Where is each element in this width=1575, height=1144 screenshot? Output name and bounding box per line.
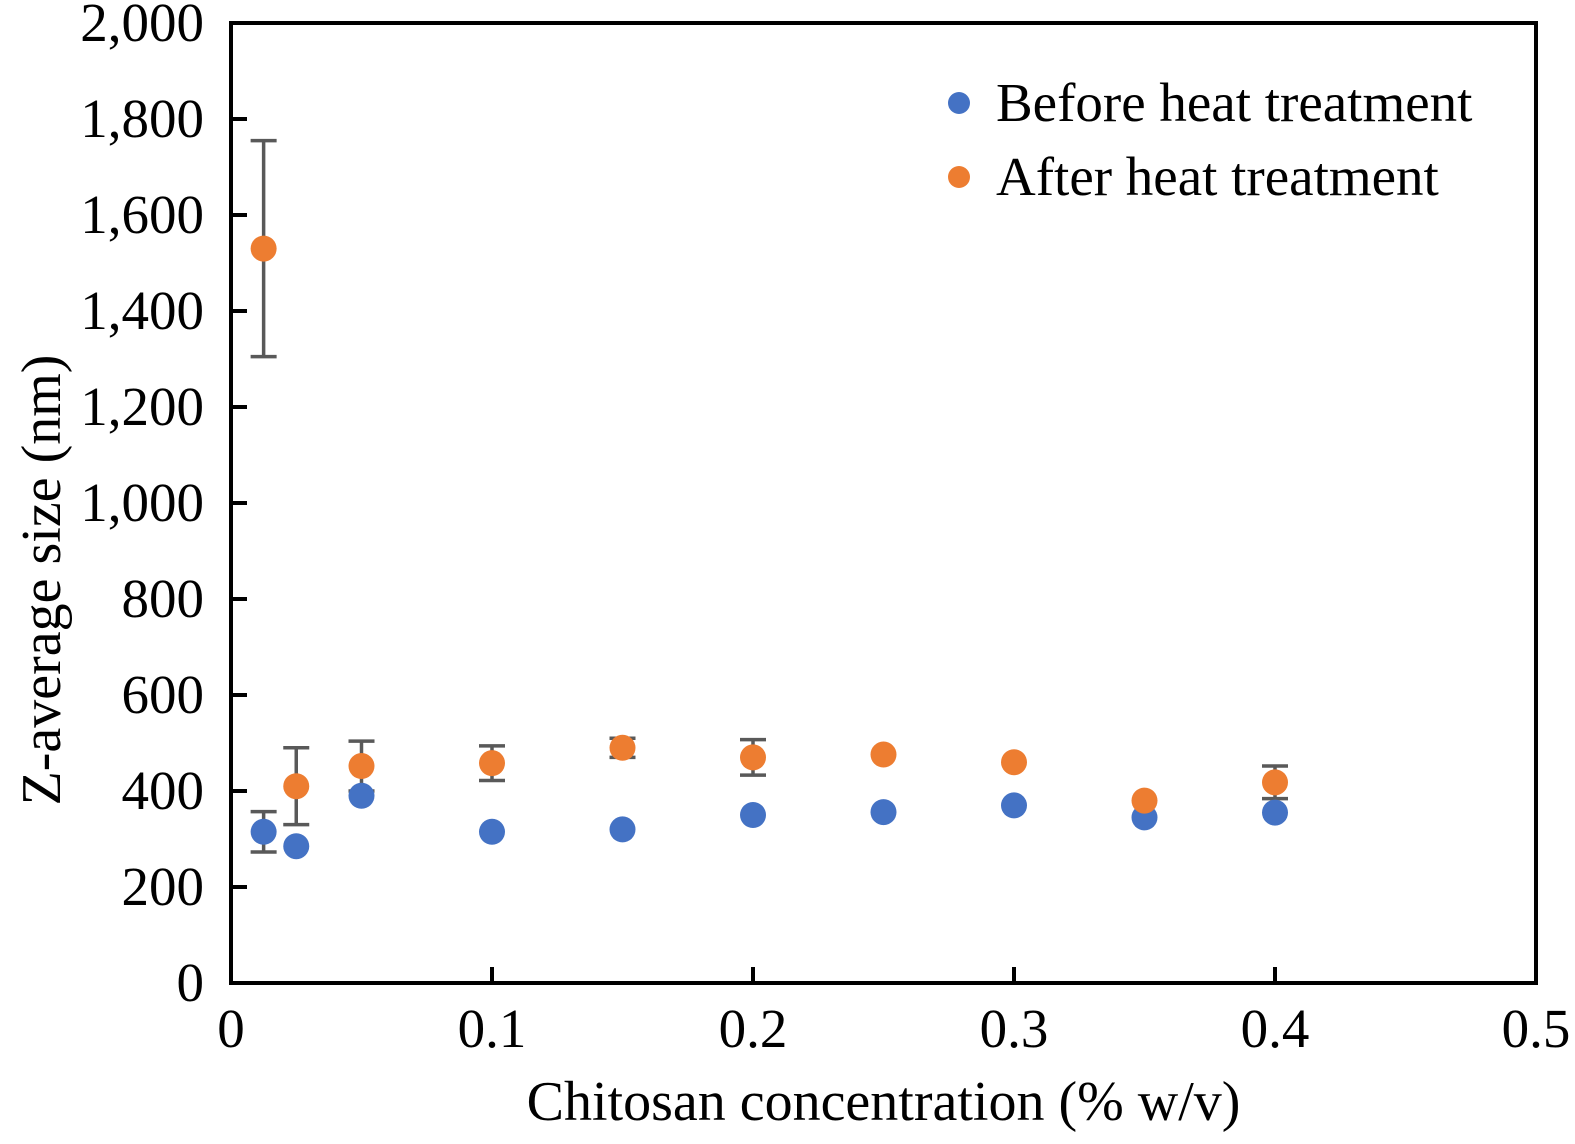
marker-before-heat-treatment-0 — [250, 818, 277, 845]
legend-entry-after: After heat treatment — [948, 140, 1472, 214]
marker-before-heat-treatment-4 — [609, 816, 636, 843]
marker-before-heat-treatment-7 — [1001, 792, 1027, 819]
marker-before-heat-treatment-1 — [283, 833, 310, 860]
y-axis-title: Z-average size (nm) — [11, 354, 73, 806]
marker-after-heat-treatment-1 — [283, 773, 310, 800]
x-tick-label-0.1: 0.1 — [457, 998, 527, 1059]
marker-after-heat-treatment-9 — [1262, 769, 1288, 796]
legend: Before heat treatment After heat treatme… — [948, 66, 1472, 214]
x-tick-label-0.5: 0.5 — [1501, 998, 1571, 1059]
y-tick-label-1,600: 1,600 — [80, 184, 204, 245]
legend-label-after: After heat treatment — [996, 146, 1439, 207]
y-tick-label-1,800: 1,800 — [80, 88, 204, 149]
marker-after-heat-treatment-6 — [870, 741, 897, 768]
marker-after-heat-treatment-8 — [1131, 787, 1158, 814]
y-tick-label-600: 600 — [121, 664, 205, 725]
marker-before-heat-treatment-2 — [348, 782, 375, 809]
x-tick-label-0.4: 0.4 — [1240, 998, 1310, 1059]
y-tick-label-1,000: 1,000 — [80, 472, 204, 533]
legend-marker-before-icon — [948, 92, 970, 114]
x-tick-label-0.2: 0.2 — [718, 998, 788, 1059]
legend-entry-before: Before heat treatment — [948, 66, 1472, 140]
y-tick-label-200: 200 — [121, 856, 205, 917]
y-tick-label-2,000: 2,000 — [80, 0, 204, 53]
marker-before-heat-treatment-3 — [479, 818, 505, 845]
y-tick-label-0: 0 — [176, 952, 205, 1013]
legend-label-before: Before heat treatment — [996, 72, 1473, 133]
marker-after-heat-treatment-4 — [609, 734, 636, 761]
y-tick-label-1,400: 1,400 — [80, 280, 204, 341]
legend-marker-after-icon — [948, 166, 970, 188]
x-tick-label-0.3: 0.3 — [979, 998, 1049, 1059]
marker-after-heat-treatment-0 — [250, 235, 277, 262]
marker-after-heat-treatment-3 — [479, 750, 505, 777]
y-tick-label-1,200: 1,200 — [80, 376, 204, 437]
y-tick-label-400: 400 — [121, 760, 205, 821]
marker-before-heat-treatment-6 — [870, 799, 897, 826]
marker-after-heat-treatment-7 — [1001, 749, 1027, 776]
x-axis-title: Chitosan concentration (% w/v) — [526, 1071, 1241, 1133]
y-tick-label-800: 800 — [121, 568, 205, 629]
marker-before-heat-treatment-9 — [1262, 799, 1288, 826]
marker-before-heat-treatment-5 — [740, 802, 766, 828]
x-tick-label-0: 0 — [217, 998, 245, 1059]
marker-after-heat-treatment-5 — [740, 744, 766, 771]
marker-after-heat-treatment-2 — [348, 753, 375, 780]
